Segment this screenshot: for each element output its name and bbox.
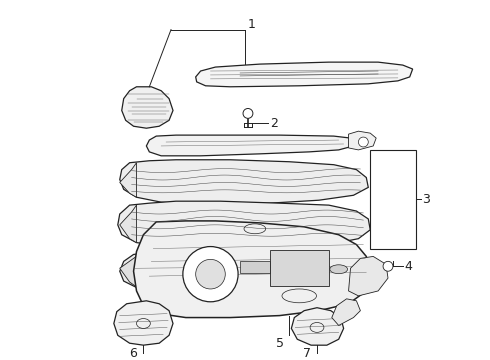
Polygon shape [196,261,225,273]
Polygon shape [134,221,370,318]
Polygon shape [118,201,370,248]
Polygon shape [122,87,173,128]
Polygon shape [348,131,376,150]
Polygon shape [114,301,173,345]
Polygon shape [240,261,270,273]
Text: 2: 2 [270,117,277,130]
Text: 4: 4 [405,260,413,273]
Circle shape [183,247,238,302]
Polygon shape [370,150,416,248]
Text: 1: 1 [248,18,256,31]
Polygon shape [120,255,140,289]
Polygon shape [282,261,312,273]
Polygon shape [120,248,370,294]
Circle shape [358,137,368,147]
Polygon shape [120,160,368,204]
Polygon shape [292,308,343,345]
Polygon shape [332,299,360,325]
Circle shape [196,259,225,289]
Polygon shape [120,163,137,197]
Polygon shape [196,62,413,87]
Polygon shape [348,256,388,296]
Polygon shape [120,205,137,243]
Text: 3: 3 [422,193,430,206]
Text: 7: 7 [303,347,311,360]
Circle shape [383,261,393,271]
Polygon shape [147,135,356,156]
Text: 5: 5 [275,337,284,350]
Circle shape [243,108,253,118]
Polygon shape [270,249,329,286]
Ellipse shape [330,265,347,274]
Text: 6: 6 [130,347,138,360]
